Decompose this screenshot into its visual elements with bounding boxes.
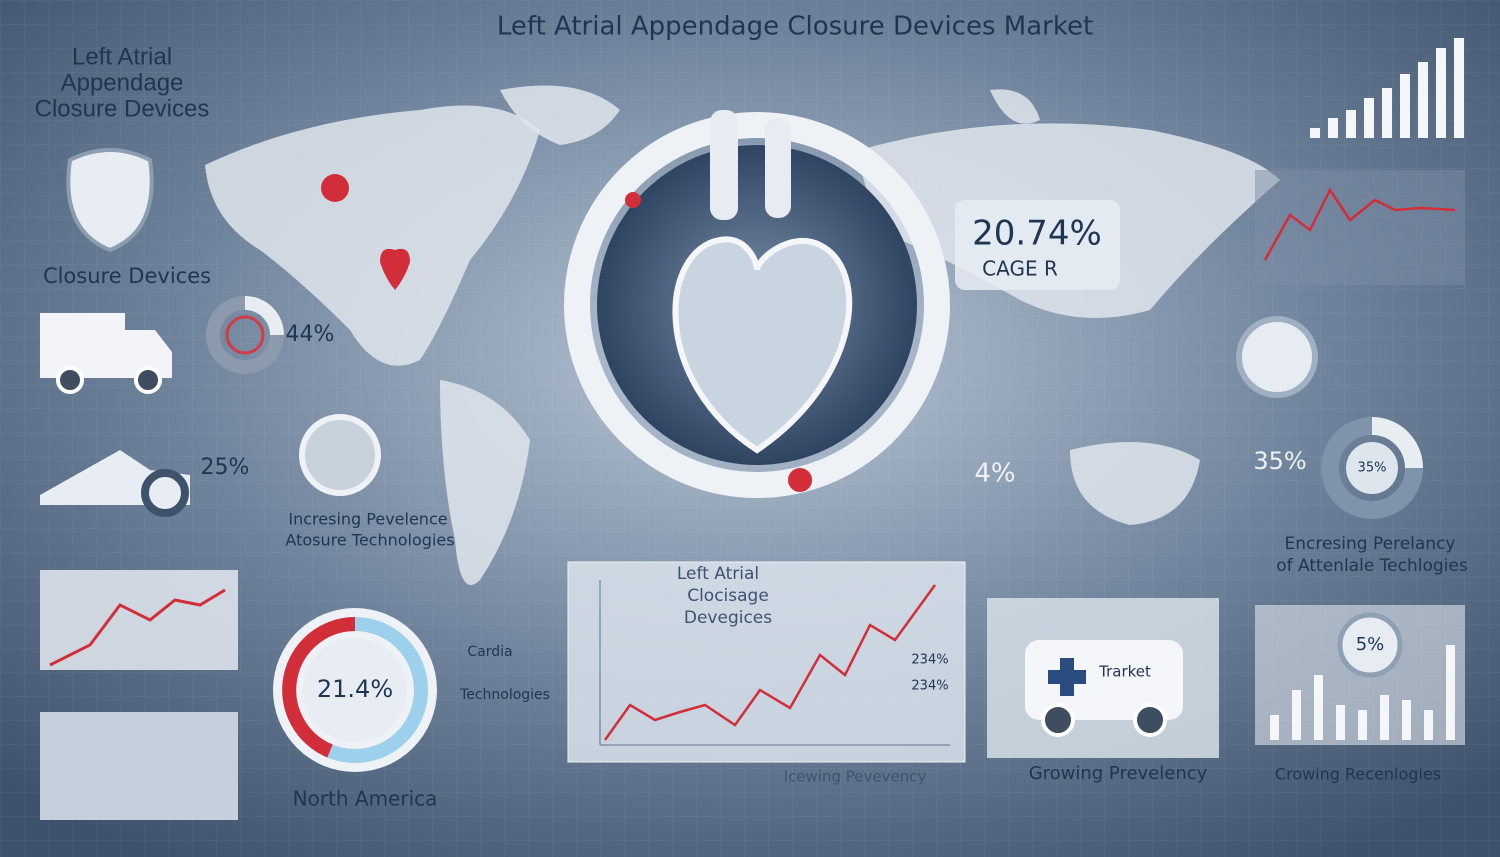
caption-line: Atosure Technologies [285, 531, 454, 550]
gauge-value: 21.4% [317, 675, 393, 703]
bar-value: 5% [1356, 634, 1385, 655]
chart-title-line: Clocisage [687, 586, 769, 606]
van-panel [987, 598, 1219, 758]
chart-title-line: Left Atrial [677, 564, 759, 584]
chart-label: 234% [911, 679, 948, 694]
donut-right [1321, 417, 1423, 519]
line-chart-panel [567, 561, 966, 763]
device-icon [66, 148, 154, 253]
caption-line: Encresing Perelancy [1285, 534, 1456, 554]
label: Closure Devices [43, 264, 211, 288]
gauge-caption: North America [293, 787, 438, 811]
icon-circle [1236, 316, 1318, 398]
donut-value: 44% [286, 322, 335, 347]
mini-line-chart [40, 570, 238, 670]
map-pins [321, 174, 410, 290]
gauge [273, 608, 437, 772]
vehicle-icon [40, 450, 190, 517]
side-value: 4% [974, 459, 1015, 489]
badge [299, 414, 381, 496]
bar-chart-top [1310, 38, 1464, 138]
heading-line: Appendage [61, 69, 184, 96]
truck-value: 25% [201, 455, 250, 480]
mini-line-chart-right [1255, 170, 1465, 285]
donut-center: 35% [1358, 461, 1387, 476]
cagr-label: CAGE R [982, 257, 1058, 281]
chart-label: 234% [911, 653, 948, 668]
chart-title-line: Devegices [684, 608, 772, 628]
heading-line: Closure Devices [35, 95, 210, 122]
title: Left Atrial Appendage Closure Devices Ma… [497, 12, 1093, 42]
mini-area-chart [40, 712, 238, 820]
caption-line: Incresing Pevelence [288, 510, 447, 529]
donut-value: 35% [1253, 447, 1306, 475]
truck-icon [40, 313, 172, 394]
bar-chart-bottom [1255, 605, 1465, 745]
van-caption: Growing Prevelency [1029, 763, 1208, 784]
chart-caption: Icewing Pevevency [784, 768, 927, 786]
donut-small [206, 296, 284, 374]
van-label: Trarket [1098, 663, 1151, 681]
bar-caption: Crowing Recenlogies [1275, 765, 1441, 784]
side-line: Technologies [459, 687, 550, 703]
side-line: Cardia [467, 644, 512, 660]
heart-illustration [564, 110, 950, 498]
caption-line: of Attenlale Techlogies [1276, 556, 1468, 576]
cagr-box: 20.74% CAGE R [955, 200, 1120, 290]
cagr-value: 20.74% [972, 214, 1102, 254]
heading-line: Left Atrial [72, 43, 172, 70]
